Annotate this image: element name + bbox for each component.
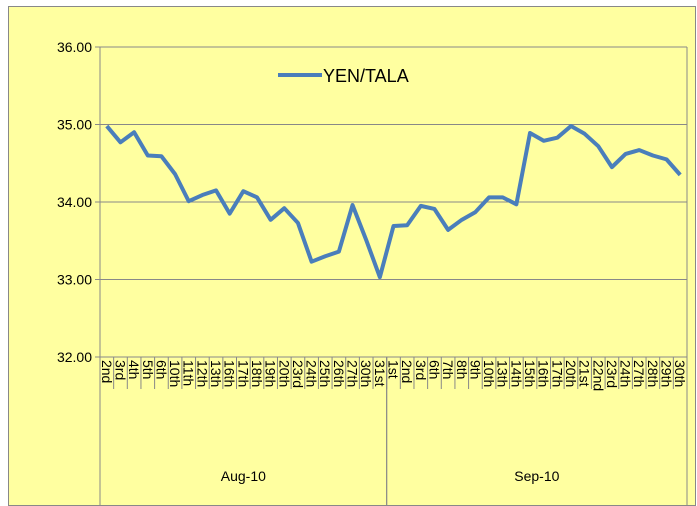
x-tick-label: 3rd: [112, 360, 128, 380]
x-tick-label: 24th: [304, 360, 320, 387]
x-tick-label: 3rd: [413, 360, 429, 380]
y-tick-label: 32.00: [57, 349, 92, 365]
x-tick-label: 11th: [181, 360, 197, 386]
x-tick-label: 12th: [194, 360, 210, 387]
chart-frame: [8, 6, 696, 506]
x-tick-label: 21st: [577, 360, 593, 387]
x-tick-label: 6th: [426, 360, 442, 379]
x-tick-label: 28th: [645, 360, 661, 387]
x-tick-label: 19th: [263, 360, 279, 387]
x-tick-label: 10th: [481, 360, 497, 387]
x-tick-label: 25th: [317, 360, 333, 387]
x-tick-label: 5th: [140, 360, 156, 379]
x-tick-label: 17th: [235, 360, 251, 387]
x-tick-label: 14th: [508, 360, 524, 387]
x-tick-label: 6th: [153, 360, 169, 379]
x-tick-label: 13th: [495, 360, 511, 387]
x-tick-label: 31st: [372, 360, 388, 387]
x-tick-label: 2nd: [99, 360, 115, 383]
x-tick-label: 15th: [522, 360, 538, 387]
x-tick-label: 22nd: [590, 360, 606, 391]
x-tick-label: 18th: [249, 360, 265, 387]
x-tick-label: 17th: [549, 360, 565, 387]
x-tick-label: 16th: [536, 360, 552, 387]
x-tick-label: 29th: [659, 360, 675, 387]
y-tick-label: 36.00: [57, 39, 92, 55]
x-tick-label: 30th: [358, 360, 374, 387]
x-tick-label: 20th: [276, 360, 292, 387]
x-tick-label: 27th: [345, 360, 361, 387]
x-tick-label: 20th: [563, 360, 579, 387]
x-tick-label: 7th: [440, 360, 456, 379]
x-tick-label: 2nd: [399, 360, 415, 383]
x-tick-label: 10th: [167, 360, 183, 387]
x-tick-label: 27th: [631, 360, 647, 387]
x-tick-label: 24th: [618, 360, 634, 387]
x-tick-label: 9th: [467, 360, 483, 379]
y-tick-label: 33.00: [57, 272, 92, 288]
x-tick-label: 26th: [331, 360, 347, 387]
x-tick-label: 4th: [126, 360, 142, 379]
x-tick-label: 1st: [386, 360, 402, 379]
x-tick-label: 8th: [454, 360, 470, 379]
x-tick-label: 23rd: [290, 360, 306, 388]
legend-label: YEN/TALA: [323, 66, 409, 86]
x-tick-label: 16th: [222, 360, 238, 387]
x-tick-label: 13th: [208, 360, 224, 387]
group-label: Aug-10: [221, 468, 266, 484]
group-label: Sep-10: [514, 468, 559, 484]
x-tick-label: 30th: [672, 360, 688, 387]
y-tick-label: 35.00: [57, 117, 92, 133]
x-tick-label: 23rd: [604, 360, 620, 388]
data-line: [105, 124, 682, 280]
y-tick-label: 34.00: [57, 194, 92, 210]
